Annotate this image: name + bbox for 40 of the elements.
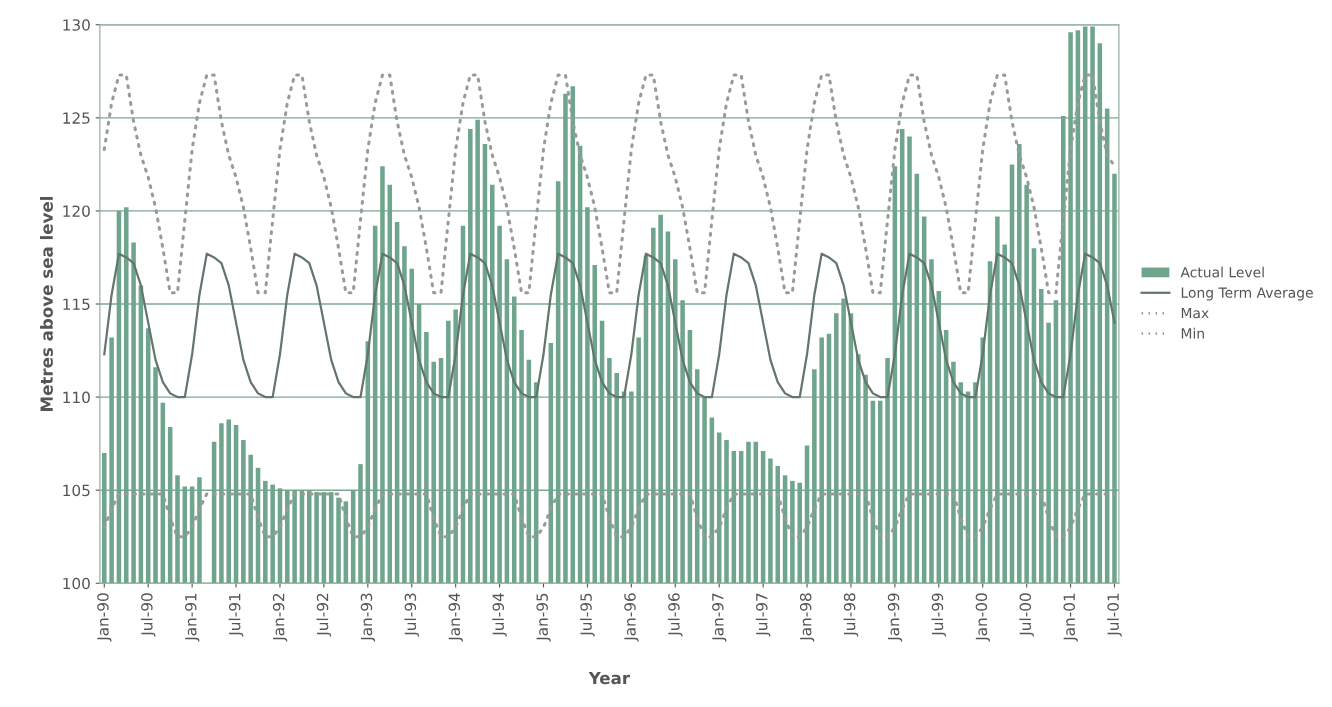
legend-label: Long Term Average xyxy=(1181,287,1313,301)
x-tick-label: Jan-99 xyxy=(887,593,903,642)
x-tick-label: Jul-94 xyxy=(492,593,507,637)
x-tick-label: Jul-98 xyxy=(843,593,859,637)
y-tick-label: 100 xyxy=(63,577,90,590)
y-tick-label: 120 xyxy=(63,205,90,217)
x-tick-label: Jul-95 xyxy=(580,593,595,637)
y-tick-label: 125 xyxy=(63,112,90,124)
x-tick-label: Jan-93 xyxy=(360,593,376,642)
y-tick-label: 105 xyxy=(63,484,90,497)
y-tick-label: 130 xyxy=(63,19,90,31)
y-tick-label: 110 xyxy=(63,391,90,404)
line-series xyxy=(103,252,1116,399)
x-tick-label: Jan-96 xyxy=(624,593,639,642)
x-tick-label: Jan-01 xyxy=(1063,593,1078,642)
legend-label: Actual Level xyxy=(1180,266,1264,278)
x-tick-label: Jul-97 xyxy=(755,593,771,637)
y-axis-title: Metres above sea level xyxy=(40,196,53,411)
x-tick-label: Jul-91 xyxy=(228,593,244,637)
legend-label: Min xyxy=(1181,327,1204,339)
x-tick-label: Jan-91 xyxy=(185,593,200,642)
x-tick-label: Jan-98 xyxy=(799,593,815,642)
legend-label: Max xyxy=(1181,307,1209,319)
x-tick-label: Jan-00 xyxy=(975,593,990,642)
x-tick-label: Jan-90 xyxy=(97,593,112,642)
x-tick-label: Jul-96 xyxy=(667,593,683,637)
x-tick-label: Jul-90 xyxy=(140,593,156,637)
line-series xyxy=(102,492,1117,539)
x-tick-label: Jul-92 xyxy=(316,593,332,637)
x-tick-label: Jul-00 xyxy=(1019,593,1034,637)
x-tick-label: Jul-01 xyxy=(1107,593,1122,637)
line-series xyxy=(102,73,1117,295)
x-tick-label: Jul-93 xyxy=(404,593,420,637)
x-tick-label: Jan-92 xyxy=(272,593,288,642)
x-tick-label: Jan-97 xyxy=(712,593,727,642)
x-tick-label: Jul-99 xyxy=(931,593,947,637)
x-tick-label: Jan-95 xyxy=(536,593,551,642)
x-axis-title: Year xyxy=(588,671,630,685)
y-tick-label: 115 xyxy=(63,298,90,311)
x-tick-label: Jan-94 xyxy=(448,593,463,642)
